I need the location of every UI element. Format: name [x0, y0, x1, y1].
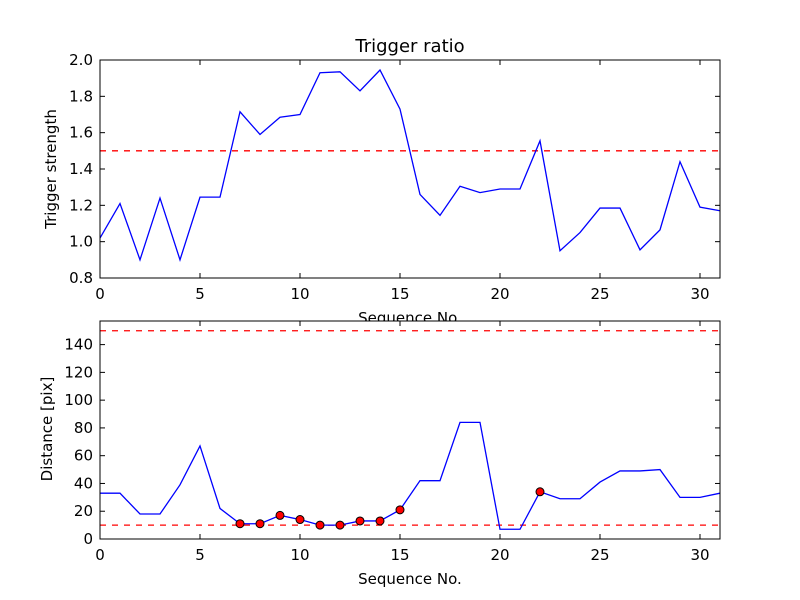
distance-chart: 0 5 10 15 20 25 30 0 20 40 60 80 100 120 140 Sequence …: [38, 320, 721, 588]
plot-background: [100, 60, 720, 278]
x-tick-label: 10: [290, 285, 309, 303]
x-tick-label: 25: [590, 285, 609, 303]
x-tick-label: 30: [690, 285, 709, 303]
y-tick-label: 40: [74, 474, 93, 492]
data-point-marker: [315, 520, 325, 530]
y-tick-label: 100: [64, 391, 93, 409]
y-tick-label: 1.2: [69, 196, 93, 214]
data-point-marker: [375, 516, 385, 526]
x-tick-label: 10: [290, 546, 309, 564]
data-point-marker: [395, 505, 405, 515]
y-tick-label: 0.8: [69, 269, 93, 287]
y-tick-label: 0: [83, 530, 93, 548]
trigger-ratio-plot-area: 0 5 10 15 20 25 30 0.8 1.0 1.2 1.4 1.6 1.8 2.0: [69, 51, 721, 303]
y-tick-label: 120: [64, 363, 93, 381]
x-tick-label: 20: [490, 285, 509, 303]
y-tick-label: 1.4: [69, 160, 93, 178]
x-tick-label: 15: [390, 285, 409, 303]
data-point-marker: [255, 519, 265, 529]
data-point-marker: [295, 515, 305, 525]
x-tick-label: 15: [390, 546, 409, 564]
data-point-marker: [335, 520, 345, 530]
y-tick-label: 140: [64, 336, 93, 354]
y-tick-label: 60: [74, 447, 93, 465]
y-axis-label: Distance [pix]: [38, 377, 56, 482]
data-point-marker: [275, 510, 285, 520]
data-point-marker: [535, 487, 545, 497]
x-tick-label: 25: [590, 546, 609, 564]
axes-frame: [99, 320, 721, 540]
y-tick-label: 1.8: [69, 87, 93, 105]
y-tick-label: 1.0: [69, 233, 93, 251]
x-tick-label: 0: [95, 285, 105, 303]
y-tick-label: 1.6: [69, 124, 93, 142]
x-tick-label: 20: [490, 546, 509, 564]
chart-title: Trigger ratio: [354, 36, 464, 57]
y-tick-label: 80: [74, 419, 93, 437]
y-axis-label: Trigger strength: [42, 109, 60, 230]
x-tick-label: 5: [195, 285, 205, 303]
distance-plot-area: 0 5 10 15 20 25 30 0 20 40 60 80 100 120 140: [64, 320, 721, 564]
y-tick-label: 20: [74, 502, 93, 520]
x-tick-label: 5: [195, 546, 205, 564]
series-line: [100, 421, 721, 530]
series-line: [99, 68, 721, 262]
y-tick-label: 2.0: [69, 51, 93, 69]
x-tick-label: 30: [690, 546, 709, 564]
data-point-marker: [355, 516, 365, 526]
x-tick-label: 0: [95, 546, 105, 564]
plot-background: [100, 321, 720, 539]
data-point-marker: [235, 519, 245, 529]
x-axis-label: Sequence No.: [358, 570, 462, 588]
